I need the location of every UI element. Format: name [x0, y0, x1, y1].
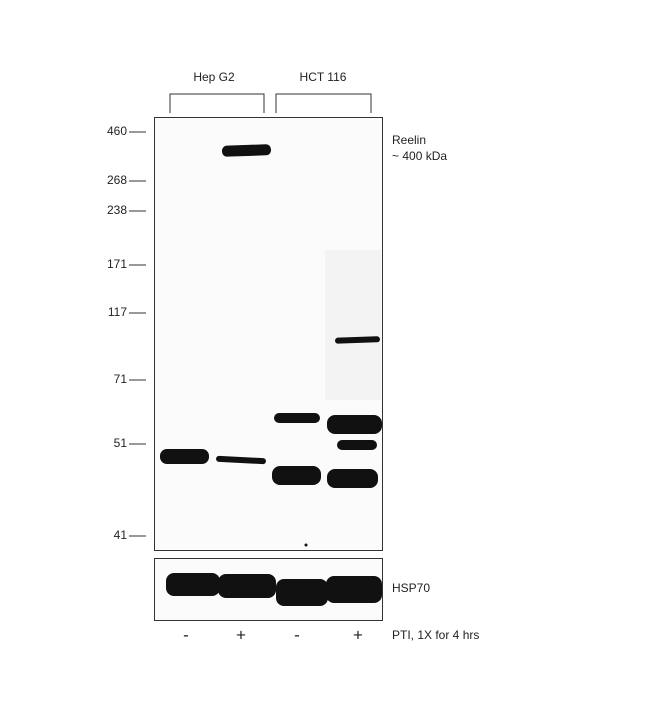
band: [222, 144, 272, 157]
marker-label: 238: [107, 203, 127, 217]
band: [335, 336, 380, 344]
band: [274, 413, 320, 423]
marker-label: 41: [114, 528, 128, 542]
background-smear: [325, 250, 381, 400]
marker-label: 71: [114, 372, 128, 386]
band: [218, 574, 276, 598]
band: [166, 573, 220, 596]
speck: [304, 543, 308, 547]
band: [327, 469, 378, 488]
band: [216, 455, 266, 465]
marker-label: 51: [114, 436, 128, 450]
group-bracket: [169, 93, 265, 113]
loading-bands: [166, 573, 382, 606]
target-size: ~ 400 kDa: [392, 149, 447, 163]
band: [272, 466, 321, 485]
target-label: Reelin: [392, 133, 426, 147]
band: [276, 579, 328, 606]
group-label: HCT 116: [300, 70, 347, 84]
band: [337, 440, 377, 450]
marker-label: 117: [108, 305, 127, 319]
marker-label: 171: [107, 257, 127, 271]
lane-sign: -: [183, 625, 189, 644]
lane-sign: +: [353, 625, 363, 644]
marker-label: 460: [107, 124, 127, 138]
lane-sign: -: [294, 625, 300, 644]
lane-sign: +: [236, 625, 246, 644]
group-label: Hep G2: [193, 70, 235, 84]
treatment-label: PTI, 1X for 4 hrs: [392, 628, 479, 642]
band: [326, 576, 382, 603]
bands: [160, 144, 382, 547]
group-bracket: [275, 93, 372, 113]
control-label: HSP70: [392, 581, 430, 595]
band: [327, 415, 382, 434]
band: [160, 449, 209, 464]
marker-ladder: 460 268 238 171 117 71 51 41: [107, 124, 146, 542]
marker-label: 268: [107, 173, 127, 187]
